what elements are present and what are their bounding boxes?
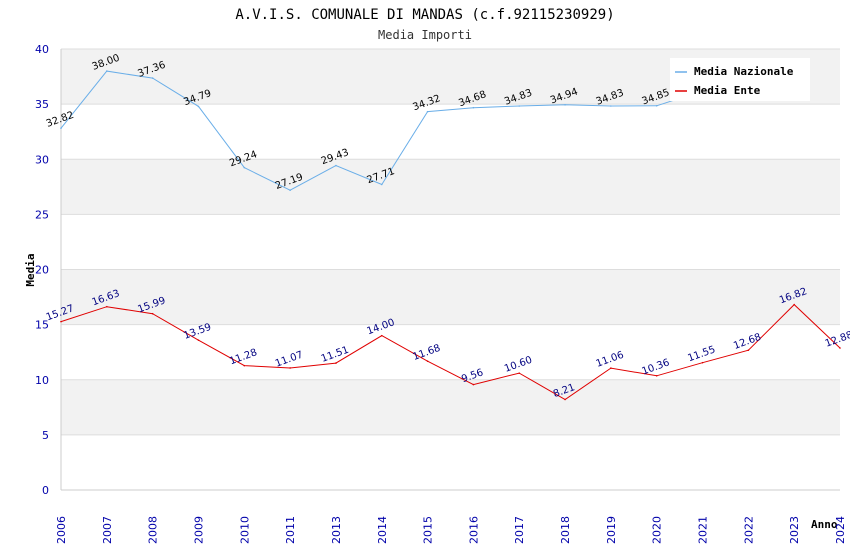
data-point-nazionale-2020 — [655, 104, 658, 107]
data-point-ente-2013 — [335, 362, 337, 364]
data-label-ente-2017: 10.60 — [503, 355, 534, 375]
data-label-ente-2021: 11.55 — [686, 344, 717, 364]
x-tick-label-2006: 2006 — [55, 516, 68, 544]
data-point-nazionale-2007 — [106, 70, 108, 72]
y-tick-label-15: 15 — [35, 319, 49, 332]
data-point-ente-2011 — [289, 367, 291, 369]
data-label-ente-2010: 11.28 — [228, 347, 259, 367]
y-tick-label-40: 40 — [35, 43, 49, 56]
y-tick-label-10: 10 — [35, 374, 49, 387]
data-point-ente-2014 — [380, 334, 383, 337]
x-tick-label-2020: 2020 — [651, 516, 664, 544]
x-tick-label-2024: 2024 — [834, 516, 847, 544]
data-point-nazionale-2008 — [151, 77, 154, 79]
data-point-nazionale-2019 — [610, 105, 612, 107]
data-point-ente-2023 — [793, 303, 795, 306]
band-5 — [61, 379, 840, 435]
x-tick-label-2011: 2011 — [284, 516, 297, 544]
data-point-ente-2017 — [518, 372, 521, 374]
data-point-ente-2019 — [610, 367, 612, 369]
x-tick-label-2008: 2008 — [147, 516, 160, 544]
legend-label-ente: Media Ente — [694, 84, 761, 97]
data-point-ente-2007 — [106, 305, 108, 308]
data-point-nazionale-2016 — [472, 106, 475, 109]
y-axis-label: Media — [24, 253, 37, 286]
gridlines — [60, 48, 840, 491]
x-tick-label-2018: 2018 — [559, 516, 572, 544]
legend-label-nazionale: Media Nazionale — [694, 65, 794, 78]
data-point-nazionale-2018 — [564, 103, 566, 106]
x-axis-ticks: 2006 2007 2008 2009 2010 2011 2013 2014 2015 2016… — [55, 516, 847, 544]
x-tick-label-2013: 2013 — [330, 516, 343, 544]
series-line-ente — [60, 303, 841, 401]
legend-box — [670, 58, 810, 101]
y-tick-label-0: 0 — [42, 484, 49, 497]
data-point-ente-2010 — [243, 364, 246, 367]
data-label-ente-2020: 10.36 — [641, 357, 672, 377]
data-point-ente-2022 — [747, 349, 750, 352]
data-point-ente-2024 — [839, 347, 841, 349]
data-label-ente-2024: 12.88 — [824, 330, 850, 350]
x-tick-label-2017: 2017 — [513, 516, 526, 544]
data-point-ente-2018 — [564, 398, 566, 401]
data-point-ente-2008 — [151, 312, 154, 315]
y-tick-label-25: 25 — [35, 208, 49, 221]
data-point-nazionale-2017 — [518, 105, 521, 107]
data-label-ente-2015: 11.68 — [411, 343, 442, 363]
data-point-nazionale-2009 — [197, 105, 200, 108]
data-point-ente-2021 — [701, 361, 704, 364]
x-tick-label-2023: 2023 — [788, 516, 801, 544]
y-axis-ticks: 0 5 10 15 20 25 30 35 40 — [35, 43, 49, 497]
x-tick-label-2019: 2019 — [605, 516, 618, 544]
y-tick-label-35: 35 — [35, 98, 49, 111]
data-label-ente-2019: 11.06 — [595, 350, 626, 370]
x-axis-label: Anno — [811, 518, 838, 531]
data-point-nazionale-2015 — [426, 110, 429, 113]
data-label-ente-2013: 11.51 — [320, 345, 351, 365]
data-label-nazionale-2006: 32.82 — [45, 110, 76, 130]
x-tick-label-2022: 2022 — [742, 516, 755, 544]
y-tick-label-30: 30 — [35, 153, 49, 166]
x-tick-label-2014: 2014 — [376, 516, 389, 544]
background-bands — [61, 49, 840, 435]
band-15 — [61, 269, 840, 325]
x-tick-label-2007: 2007 — [101, 516, 114, 544]
chart-title: A.V.I.S. COMUNALE DI MANDAS (c.f.9211523… — [235, 7, 614, 23]
x-tick-label-2016: 2016 — [467, 516, 480, 544]
y-tick-label-20: 20 — [35, 264, 49, 277]
data-point-ente-2006 — [60, 320, 62, 323]
data-point-ente-2016 — [472, 383, 475, 386]
chart-subtitle: Media Importi — [378, 28, 472, 42]
x-tick-label-2015: 2015 — [422, 516, 435, 544]
x-tick-label-2021: 2021 — [697, 516, 710, 544]
x-tick-label-2009: 2009 — [192, 516, 205, 544]
data-point-nazionale-2014 — [380, 183, 383, 186]
y-tick-label-5: 5 — [42, 429, 49, 442]
legend: Media Nazionale Media Ente — [670, 58, 810, 101]
band-25 — [61, 159, 840, 215]
data-point-ente-2020 — [655, 374, 658, 377]
data-label-ente-2022: 12.68 — [732, 332, 763, 352]
x-tick-label-2010: 2010 — [238, 516, 251, 544]
data-point-nazionale-2010 — [243, 166, 246, 169]
data-point-nazionale-2011 — [289, 189, 291, 192]
data-point-ente-2009 — [197, 339, 200, 341]
data-point-nazionale-2006 — [60, 127, 62, 129]
data-point-nazionale-2013 — [335, 164, 337, 167]
data-point-ente-2015 — [426, 360, 429, 363]
